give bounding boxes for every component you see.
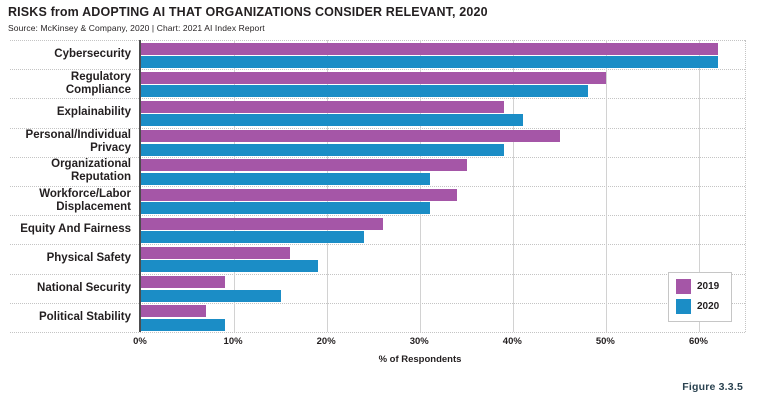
- legend-label-2019: 2019: [697, 281, 720, 292]
- gridline-20%: [327, 40, 329, 332]
- bar-2020-personal-individual-privacy: [141, 143, 504, 156]
- x-tick-30%: 30%: [409, 336, 429, 347]
- category-labels: Cybersecurity Regulatory Compliance Explain…: [0, 40, 131, 332]
- category-label-line: National Security: [37, 281, 131, 294]
- legend-entry-2019: 2019: [676, 279, 731, 294]
- bar-2019-national-security: [141, 276, 225, 289]
- bar-2020-regulatory-compliance: [141, 85, 588, 98]
- x-tick-10%: 10%: [223, 336, 243, 347]
- bar-2020-workforce-labor-displacement: [141, 201, 430, 214]
- category-label-line: Cybersecurity: [54, 48, 131, 61]
- legend-entry-2020: 2020: [676, 299, 731, 314]
- bar-2019-organizational-reputation: [141, 159, 467, 172]
- bar-2020-physical-safety: [141, 260, 318, 273]
- legend: 2019 2020: [668, 272, 732, 322]
- category-label-line: Political Stability: [38, 310, 131, 323]
- category-label-line: Regulatory: [70, 70, 131, 83]
- bar-2019-political-stability: [141, 305, 207, 318]
- bar-2019-personal-individual-privacy: [141, 130, 560, 143]
- plot-area: [139, 40, 746, 332]
- source-line: Source: McKinsey & Company, 2020 | Chart…: [8, 23, 265, 33]
- legend-swatch-2019: [676, 279, 691, 294]
- x-tick-60%: 60%: [688, 336, 708, 347]
- gridline-10%: [234, 40, 236, 332]
- category-label-line: Displacement: [56, 200, 131, 213]
- bar-2020-cybersecurity: [141, 55, 719, 68]
- category-label-cybersecurity: Cybersecurity: [0, 40, 131, 69]
- category-row-physical-safety: [141, 244, 746, 273]
- category-label-national-security: National Security: [0, 274, 131, 303]
- gridline-60%: [699, 40, 701, 332]
- category-label-line: Equity And Fairness: [20, 223, 131, 236]
- figure-label: Figure 3.3.5: [682, 381, 743, 393]
- category-label-organizational-reputation: Organizational Reputation: [0, 157, 131, 186]
- x-tick-40%: 40%: [502, 336, 522, 347]
- legend-label-2020: 2020: [697, 301, 720, 312]
- category-row-explainability: [141, 98, 746, 127]
- bar-2019-regulatory-compliance: [141, 71, 607, 84]
- bar-2020-explainability: [141, 114, 523, 127]
- page-title: RISKS from ADOPTING AI THAT ORGANIZATION…: [8, 5, 488, 19]
- category-row-workforce-labor-displacement: [141, 186, 746, 215]
- bar-2019-physical-safety: [141, 246, 290, 259]
- gridline-50%: [606, 40, 608, 332]
- category-row-regulatory-compliance: [141, 69, 746, 98]
- category-label-workforce-labor-displacement: Workforce/Labor Displacement: [0, 186, 131, 215]
- category-label-physical-safety: Physical Safety: [0, 244, 131, 273]
- category-label-line: Reputation: [70, 171, 131, 184]
- bar-2019-equity-and-fairness: [141, 217, 383, 230]
- category-label-line: Organizational: [51, 158, 131, 171]
- x-axis-label: % of Respondents: [378, 354, 462, 365]
- category-label-line: Physical Safety: [46, 252, 131, 265]
- category-label-political-stability: Political Stability: [0, 303, 131, 332]
- category-row-equity-and-fairness: [141, 215, 746, 244]
- category-label-regulatory-compliance: Regulatory Compliance: [0, 69, 131, 98]
- plot-right-border: [745, 40, 746, 332]
- bar-2020-political-stability: [141, 318, 225, 331]
- legend-swatch-2020: [676, 299, 691, 314]
- row-separator: [10, 332, 745, 333]
- category-label-line: Workforce/Labor: [39, 187, 131, 200]
- category-label-line: Explainability: [56, 106, 131, 119]
- gridline-40%: [513, 40, 515, 332]
- category-row-organizational-reputation: [141, 157, 746, 186]
- bar-2019-workforce-labor-displacement: [141, 188, 458, 201]
- x-tick-20%: 20%: [316, 336, 336, 347]
- category-label-equity-and-fairness: Equity And Fairness: [0, 215, 131, 244]
- category-row-national-security: [141, 274, 746, 303]
- category-label-explainability: Explainability: [0, 98, 131, 127]
- bar-2019-explainability: [141, 100, 504, 113]
- category-label-line: Compliance: [65, 83, 131, 96]
- category-row-personal-individual-privacy: [141, 128, 746, 157]
- category-label-line: Privacy: [90, 142, 131, 155]
- x-tick-0%: 0%: [133, 336, 147, 347]
- bar-2020-national-security: [141, 289, 281, 302]
- bar-2019-cybersecurity: [141, 42, 719, 55]
- category-label-line: Personal/Individual: [25, 129, 131, 142]
- bar-2020-equity-and-fairness: [141, 231, 365, 244]
- category-row-cybersecurity: [141, 40, 746, 69]
- x-tick-50%: 50%: [595, 336, 615, 347]
- category-label-personal-individual-privacy: Personal/Individual Privacy: [0, 128, 131, 157]
- bar-2020-organizational-reputation: [141, 172, 430, 185]
- category-row-political-stability: [141, 303, 746, 332]
- gridline-30%: [420, 40, 422, 332]
